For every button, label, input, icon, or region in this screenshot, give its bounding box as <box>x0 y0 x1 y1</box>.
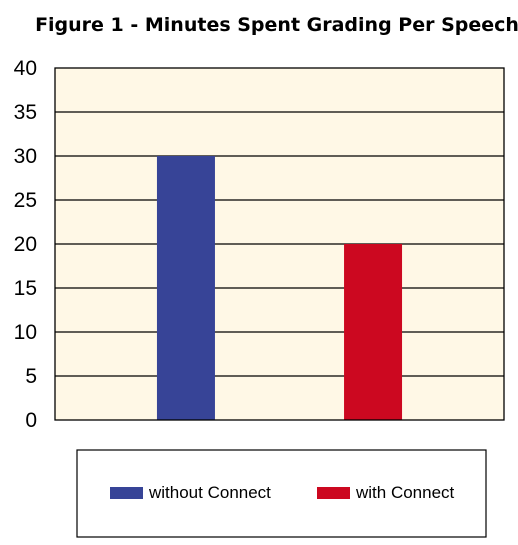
bar <box>344 244 403 420</box>
y-tick-label: 40 <box>14 57 37 80</box>
y-axis-ticks: 0 5 10 15 20 25 30 35 40 <box>14 57 37 432</box>
bars <box>156 156 403 420</box>
legend-swatch <box>110 487 143 499</box>
legend-swatch <box>317 487 350 499</box>
chart-title: Figure 1 - Minutes Spent Grading Per Spe… <box>35 14 518 36</box>
bar <box>156 156 215 420</box>
gridlines <box>55 111 504 377</box>
legend-label: with Connect <box>355 483 455 502</box>
plot-border <box>54 67 505 421</box>
y-tick-label: 10 <box>14 321 37 344</box>
y-tick-label: 35 <box>14 101 37 124</box>
legend-box <box>76 449 487 538</box>
y-tick-label: 15 <box>14 277 37 300</box>
legend: without Connect with Connect <box>76 449 487 538</box>
y-tick-label: 5 <box>25 365 37 388</box>
legend-items: without Connect with Connect <box>110 483 455 502</box>
y-tick-label: 20 <box>14 233 37 256</box>
y-tick-label: 30 <box>14 145 37 168</box>
legend-label: without Connect <box>148 483 271 502</box>
y-tick-label: 25 <box>14 189 37 212</box>
y-tick-label: 0 <box>25 409 37 432</box>
